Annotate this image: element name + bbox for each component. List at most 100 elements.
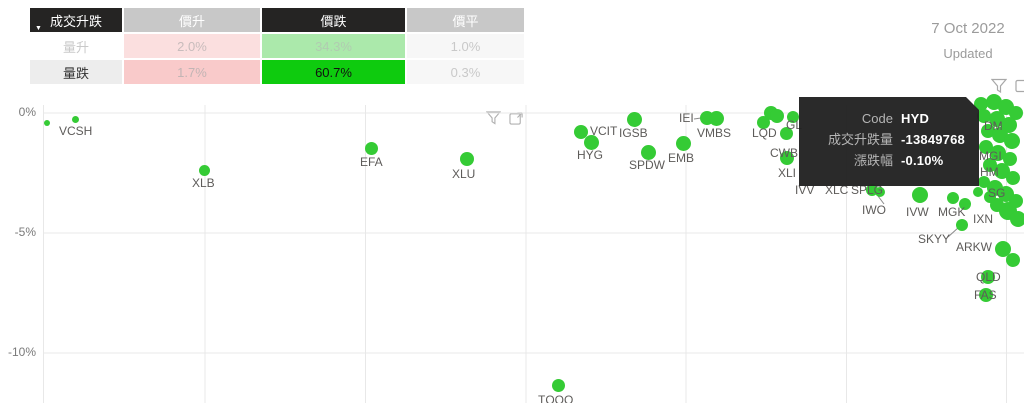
- point-label-ivv: IVV: [795, 183, 815, 197]
- scatter-point-igsb[interactable]: [626, 111, 642, 127]
- scatter-point-fas[interactable]: [979, 288, 993, 302]
- point-label-cwb: CWB: [770, 146, 798, 160]
- point-label-lqd: LQD: [752, 126, 777, 140]
- scatter-point[interactable]: [1010, 211, 1024, 227]
- cell-voldown-priceflat[interactable]: 0.3%: [407, 60, 524, 84]
- scatter-point-xlu[interactable]: [460, 152, 474, 166]
- point-label-iwo: IWO: [862, 203, 886, 217]
- tooltip-label-code: Code: [861, 111, 893, 126]
- point-label-efa: EFA: [360, 155, 383, 169]
- scatter-point[interactable]: [974, 97, 988, 111]
- scatter-point-vcit[interactable]: [574, 125, 588, 139]
- scatter-point-tqqq[interactable]: [551, 378, 565, 392]
- scatter-point[interactable]: [959, 198, 971, 210]
- matrix-header-price-down[interactable]: 價跌: [262, 8, 405, 32]
- cell-volup-priceflat[interactable]: 1.0%: [407, 34, 524, 58]
- tooltip-value-code: HYD: [901, 111, 930, 126]
- report-status: Updated: [943, 46, 993, 61]
- scatter-point-emb[interactable]: [675, 135, 691, 151]
- point-label-gl: GL: [786, 118, 803, 132]
- filter-icon[interactable]: [991, 78, 1007, 94]
- matrix-header-row: 成交升跌 ▼ 價升 價跌 價平: [30, 8, 524, 32]
- scatter-point[interactable]: [981, 124, 995, 138]
- scatter-point-qld[interactable]: [981, 270, 995, 284]
- scatter-point[interactable]: [977, 109, 991, 123]
- tooltip-value-pct-change: -0.10%: [901, 153, 944, 168]
- matrix-header-volume[interactable]: 成交升跌 ▼: [30, 8, 122, 32]
- cell-volup-pricedown[interactable]: 34.3%: [262, 34, 405, 58]
- tooltip-label-volume-change: 成交升跌量: [827, 132, 893, 147]
- point-label-mgk: MGK: [938, 205, 966, 219]
- sort-caret-icon[interactable]: ▼: [35, 25, 42, 32]
- scatter-point-vmbs[interactable]: [708, 110, 724, 126]
- tooltip-row: 成交升跌量 -13849768: [805, 129, 969, 150]
- point-label-xlc: XLC: [825, 183, 849, 197]
- scatter-point-skyy[interactable]: [956, 219, 968, 231]
- scatter-point[interactable]: [875, 187, 885, 197]
- popout-icon[interactable]: [1015, 78, 1024, 94]
- gridline: [693, 117, 702, 120]
- scatter-point-arkw[interactable]: [995, 241, 1011, 257]
- point-label-fas: FAS: [974, 288, 997, 302]
- tooltip-row: Code HYD: [805, 108, 969, 129]
- point-label-vcsh: VCSH: [59, 124, 93, 138]
- scatter-point[interactable]: [983, 158, 997, 172]
- report-meta: 7 Oct 2022 Updated: [922, 20, 1014, 61]
- point-label-ixn: IXN: [973, 212, 994, 226]
- y-axis-tick: -10%: [7, 345, 36, 359]
- gridline: [877, 195, 885, 205]
- scatter-point-vcsh[interactable]: [71, 115, 79, 123]
- volume-price-matrix: 成交升跌 ▼ 價升 價跌 價平 量升 2.0% 34.3% 1.0% 量跌 1.…: [28, 6, 526, 86]
- scatter-point[interactable]: [984, 191, 996, 203]
- scatter-point[interactable]: [979, 140, 993, 154]
- point-label-tqqq: TQQQ: [538, 393, 574, 403]
- scatter-point-cwb[interactable]: [780, 151, 794, 165]
- scatter-point[interactable]: [44, 120, 50, 126]
- focus-mode-icon[interactable]: [509, 111, 524, 125]
- scatter-point[interactable]: [1003, 152, 1017, 166]
- point-label-mgi: MGI: [979, 149, 1002, 163]
- point-label-spdw: SPDW: [629, 158, 665, 172]
- filter-icon[interactable]: [486, 111, 501, 125]
- point-label-sg: SG: [988, 186, 1006, 200]
- row-label-volume-down[interactable]: 量跌: [30, 60, 122, 84]
- scatter-point-hyg[interactable]: [583, 134, 599, 150]
- scatter-point-efa[interactable]: [364, 141, 378, 155]
- point-label-dm: DM: [984, 119, 1003, 133]
- matrix-header-price-flat[interactable]: 價平: [407, 8, 524, 32]
- point-label-hm: HM: [980, 165, 999, 179]
- row-label-volume-up[interactable]: 量升: [30, 34, 122, 58]
- scatter-point[interactable]: [770, 109, 784, 123]
- matrix-row-volume-up: 量升 2.0% 34.3% 1.0%: [30, 34, 524, 58]
- point-label-xlu: XLU: [452, 167, 476, 181]
- point-label-arkw: ARKW: [956, 240, 992, 254]
- scatter-point-spdw[interactable]: [640, 144, 656, 160]
- point-label-igsb: IGSB: [619, 126, 648, 140]
- scatter-point[interactable]: [1009, 106, 1023, 120]
- point-label-vmbs: VMBS: [697, 126, 732, 140]
- y-axis-tick: -5%: [14, 225, 36, 239]
- point-label-ivw: IVW: [906, 205, 929, 219]
- scatter-point[interactable]: [973, 187, 983, 197]
- matrix-header-volume-label: 成交升跌: [49, 13, 102, 29]
- scatter-point[interactable]: [1006, 253, 1020, 267]
- point-label-vcit: VCIT: [590, 124, 618, 138]
- cell-volup-priceup[interactable]: 2.0%: [124, 34, 260, 58]
- scatter-point[interactable]: [779, 126, 793, 140]
- scatter-point-xlb[interactable]: [198, 164, 210, 176]
- matrix-header-price-up[interactable]: 價升: [124, 8, 260, 32]
- page-header-icons: [991, 78, 1024, 94]
- scatter-point[interactable]: [1004, 133, 1020, 149]
- scatter-point-ivw[interactable]: [912, 187, 928, 203]
- cell-voldown-priceup[interactable]: 1.7%: [124, 60, 260, 84]
- cell-voldown-pricedown[interactable]: 60.7%: [262, 60, 405, 84]
- scatter-point[interactable]: [1006, 171, 1020, 185]
- point-label-xlb: XLB: [192, 176, 215, 190]
- scatter-point-gl[interactable]: [787, 111, 799, 123]
- scatter-point[interactable]: [990, 145, 1006, 161]
- scatter-point-mgk[interactable]: [947, 192, 959, 204]
- tooltip-label-pct-change: 漲跌幅: [853, 153, 893, 168]
